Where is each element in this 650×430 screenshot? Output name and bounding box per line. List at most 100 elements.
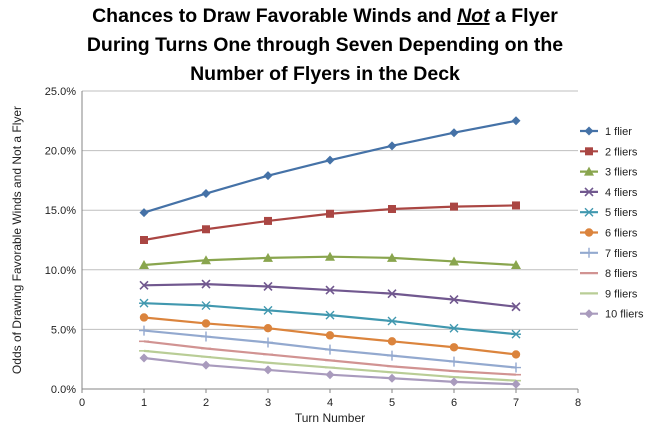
legend-entry: 4 fliers bbox=[580, 187, 638, 199]
legend-label: 9 fliers bbox=[605, 288, 638, 300]
data-point bbox=[449, 295, 459, 305]
data-point bbox=[512, 201, 520, 210]
data-point bbox=[201, 331, 211, 342]
data-point bbox=[450, 202, 458, 211]
x-tick-label: 0 bbox=[79, 397, 85, 409]
legend-marker bbox=[584, 247, 594, 258]
x-tick-label: 2 bbox=[203, 397, 209, 409]
data-point bbox=[387, 337, 397, 346]
data-point bbox=[511, 379, 521, 389]
data-point bbox=[263, 252, 273, 262]
y-tick-label: 0.0% bbox=[51, 384, 76, 396]
legend-entry: 10 fliers bbox=[580, 309, 644, 321]
legend-label: 2 fliers bbox=[605, 146, 638, 158]
data-point bbox=[201, 189, 211, 199]
data-point bbox=[201, 255, 211, 265]
legend-label: 5 fliers bbox=[605, 207, 638, 219]
data-point bbox=[263, 305, 273, 315]
legend-label: 6 fliers bbox=[605, 228, 638, 240]
series-9 bbox=[139, 349, 521, 382]
legend-entry: 5 fliers bbox=[580, 207, 638, 219]
data-point bbox=[263, 171, 273, 181]
data-point bbox=[326, 209, 334, 218]
x-tick-label: 7 bbox=[513, 397, 519, 409]
data-point bbox=[325, 331, 335, 340]
series-6 bbox=[139, 313, 521, 359]
series-4 bbox=[139, 279, 521, 312]
data-point bbox=[387, 316, 397, 326]
y-axis-label: Odds of Drawing Favorable Winds and Not … bbox=[10, 106, 24, 374]
legend-entry: 8 fliers bbox=[580, 268, 638, 280]
legend-label: 7 fliers bbox=[605, 248, 638, 260]
x-tick-label: 5 bbox=[389, 397, 395, 409]
data-point bbox=[325, 344, 335, 355]
series-10 bbox=[139, 353, 521, 389]
chart-title: Chances to Draw Favorable Winds and Not … bbox=[87, 5, 563, 85]
series-8 bbox=[139, 340, 521, 376]
axes bbox=[81, 91, 579, 393]
chart-title-part: During Turns One through Seven Depending… bbox=[87, 34, 563, 56]
data-point bbox=[387, 350, 397, 361]
y-tick-labels: 0.0% 5.0% 10.0% 15.0% 20.0% 25.0% bbox=[45, 86, 76, 396]
data-point bbox=[139, 325, 149, 336]
data-point bbox=[449, 256, 459, 266]
data-point bbox=[511, 260, 521, 270]
chart-title-part: Number of Flyers in the Deck bbox=[190, 63, 460, 85]
data-point bbox=[511, 350, 521, 359]
data-point bbox=[139, 313, 149, 322]
data-point bbox=[140, 236, 148, 244]
y-tick-label: 25.0% bbox=[45, 86, 76, 98]
data-point bbox=[263, 337, 273, 348]
legend-label: 8 fliers bbox=[605, 268, 638, 280]
series-lines bbox=[139, 116, 521, 389]
x-axis-label: Turn Number bbox=[295, 411, 365, 425]
data-point bbox=[325, 310, 335, 320]
data-point bbox=[264, 216, 272, 225]
chart-title-part: Chances to Draw Favorable Winds and bbox=[92, 5, 457, 27]
data-point bbox=[325, 285, 335, 295]
x-tick-labels: 0 1 2 3 4 5 6 7 8 bbox=[79, 397, 581, 409]
data-point bbox=[387, 289, 397, 299]
legend-entry: 9 fliers bbox=[580, 288, 638, 300]
data-point bbox=[449, 343, 459, 352]
data-point bbox=[139, 208, 149, 218]
data-point bbox=[511, 362, 521, 373]
legend-marker bbox=[584, 166, 594, 176]
legend-entry: 7 fliers bbox=[580, 248, 638, 260]
x-tick-label: 1 bbox=[141, 397, 147, 409]
legend-marker bbox=[584, 228, 594, 237]
legend-entry: 1 flier bbox=[580, 126, 632, 138]
data-point bbox=[388, 205, 396, 214]
x-tick-label: 8 bbox=[575, 397, 581, 409]
data-point bbox=[202, 225, 210, 234]
y-tick-label: 15.0% bbox=[45, 205, 76, 217]
y-tick-label: 5.0% bbox=[51, 324, 76, 336]
data-point bbox=[387, 373, 397, 383]
y-tick-label: 20.0% bbox=[45, 146, 76, 158]
legend-marker bbox=[584, 207, 594, 217]
data-point bbox=[139, 353, 149, 363]
data-point bbox=[139, 298, 149, 308]
data-point bbox=[201, 319, 211, 328]
data-point bbox=[325, 370, 335, 380]
legend-marker bbox=[584, 309, 594, 319]
data-point bbox=[511, 329, 521, 339]
data-point bbox=[511, 302, 521, 312]
series-line bbox=[143, 119, 517, 214]
data-point bbox=[387, 141, 397, 151]
data-point bbox=[201, 360, 211, 370]
legend-marker bbox=[584, 187, 594, 197]
data-point bbox=[387, 252, 397, 262]
legend-entry: 6 fliers bbox=[580, 228, 638, 240]
legend-label: 1 flier bbox=[605, 126, 632, 138]
chart-title-part: a Flyer bbox=[490, 5, 559, 27]
legend-entry: 3 fliers bbox=[580, 166, 638, 179]
legend-label: 10 fliers bbox=[605, 309, 644, 321]
data-point bbox=[449, 128, 459, 138]
data-point bbox=[201, 301, 211, 311]
data-point bbox=[449, 356, 459, 367]
x-tick-label: 6 bbox=[451, 397, 457, 409]
data-point bbox=[201, 279, 211, 289]
data-point bbox=[325, 155, 335, 165]
